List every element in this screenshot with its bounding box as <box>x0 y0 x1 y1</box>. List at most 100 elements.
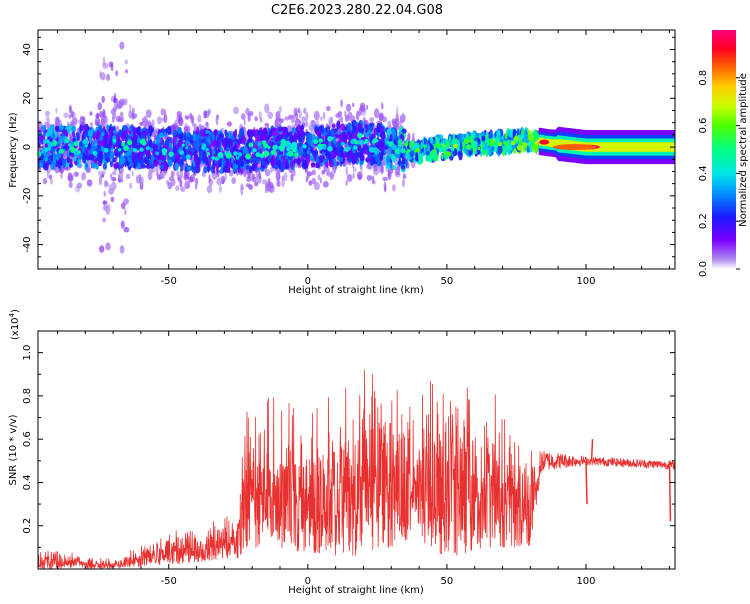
spectrogram-cell <box>282 159 286 168</box>
spectrogram-cell <box>88 154 94 161</box>
spectrogram-haze-cell <box>294 118 301 127</box>
spectrogram-peak <box>368 146 375 153</box>
spectrogram-cell <box>242 145 248 156</box>
spectrogram-haze-cell <box>89 121 94 128</box>
spectrogram-cell <box>38 161 41 171</box>
spectrogram-cell <box>174 162 179 171</box>
spectrogram-haze-cell <box>321 169 326 175</box>
spectrogram-cell <box>46 131 50 138</box>
spectrogram-haze-cell <box>115 70 118 77</box>
spectrogram-cell <box>207 166 210 173</box>
spectrogram-cell <box>489 129 493 139</box>
spectrogram-haze-cell <box>102 62 109 69</box>
spectrogram-cell <box>115 153 118 159</box>
spectrogram-cell <box>440 154 444 160</box>
spectrogram-peak <box>280 142 287 148</box>
spectrogram-cell <box>310 162 316 168</box>
spectrogram-cell <box>272 154 275 165</box>
spectrogram-haze-cell <box>194 184 198 190</box>
spectrogram-cell <box>108 139 113 149</box>
spectrogram-haze-cell <box>322 181 329 188</box>
spectrogram-cell <box>485 131 489 137</box>
spectrogram-panel: -50 0 50 100 -40 -20 0 20 40 Height of straight… <box>8 29 676 296</box>
spectrogram-haze-cell <box>180 169 183 179</box>
spectrogram-peak <box>181 143 185 147</box>
spectrogram-haze-cell <box>394 166 401 176</box>
spectrogram-haze-cell <box>50 178 53 185</box>
spectrogram-cell <box>161 154 165 162</box>
snr-scale-suffix: ) <box>10 309 21 313</box>
spectrogram-cell <box>66 155 71 164</box>
spectrogram-haze-cell <box>184 115 190 120</box>
spectrogram-haze-cell <box>151 167 158 173</box>
spectrogram-haze-cell <box>267 178 271 186</box>
spectrogram-cell <box>427 143 430 154</box>
spectrogram-cell <box>512 128 516 138</box>
spectrogram-cell <box>459 141 463 151</box>
spectrogram-haze-cell <box>304 116 308 122</box>
colorbar-gradient <box>712 30 736 269</box>
spectrogram-haze-cell <box>358 174 362 180</box>
spectrogram-cell <box>534 131 538 138</box>
spectrogram-cell <box>135 157 138 167</box>
spectrogram-cell <box>401 164 406 170</box>
spectrogram-cell <box>228 138 231 149</box>
spectrogram-haze-cell <box>54 118 61 127</box>
spectrogram-peak <box>358 139 364 145</box>
spectrogram-haze-cell <box>70 110 74 118</box>
spectrogram-cell <box>74 160 78 166</box>
spectrogram-cell <box>387 127 392 136</box>
spectrogram-cell <box>109 150 115 159</box>
spectrogram-peak <box>364 138 369 144</box>
spectrogram-haze-cell <box>112 170 117 176</box>
spectrogram-cell <box>346 130 352 141</box>
spectrogram-haze-cell <box>258 170 261 180</box>
spectrogram-cell <box>316 129 321 136</box>
spectrogram-haze-cell <box>102 217 107 223</box>
spectrogram-haze-cell <box>298 120 302 125</box>
spectrogram-peak <box>442 144 446 148</box>
spectrogram-cell <box>132 143 137 148</box>
spectrogram-haze-cell <box>315 119 320 126</box>
spectrogram-peak <box>259 153 265 159</box>
spectrogram-haze-cell <box>128 110 133 119</box>
spectrogram-haze-cell <box>346 174 353 182</box>
spectrogram-cell <box>400 148 406 154</box>
spectrogram-cell <box>323 127 327 137</box>
spectrogram-peak <box>354 140 359 145</box>
spectrogram-peak <box>214 156 219 161</box>
spectrogram-peak <box>58 148 64 154</box>
spectrogram-cell <box>69 158 73 165</box>
spectrogram-haze-cell <box>248 110 254 117</box>
spectrogram-cell <box>167 125 172 135</box>
spectrogram-cell <box>159 146 162 154</box>
spectrogram-cell <box>310 146 314 153</box>
spectrogram-cell <box>146 161 150 167</box>
spectrogram-haze-cell <box>124 208 127 216</box>
spectrogram-haze-cell <box>254 116 258 122</box>
spectrogram-haze-cell <box>131 170 134 177</box>
spectrogram-cell <box>80 124 85 131</box>
spectrogram-cell <box>358 127 365 134</box>
spectrogram-peak <box>235 155 240 160</box>
spectrogram-cell <box>290 161 294 169</box>
spectrogram-peak <box>52 140 58 146</box>
spectrogram-haze-cell <box>108 188 114 195</box>
spectrogram-cell <box>340 156 343 162</box>
spectrogram-haze-cell <box>206 185 213 194</box>
snr-y-tick-label: 0.2 <box>22 518 33 534</box>
spectrogram-haze-cell <box>373 108 380 119</box>
spectrogram-cell <box>58 124 64 131</box>
spectrogram-haze-cell <box>383 181 387 192</box>
spectrogram-haze-cell <box>284 116 290 121</box>
spectrogram-cell <box>211 164 214 174</box>
spectrogram-haze-cell <box>112 113 115 123</box>
spectrogram-cell <box>379 132 383 138</box>
snr-y-scale: (x104) <box>8 309 21 340</box>
spectrogram-cell <box>117 139 123 150</box>
colorbar-tick-label: 0.0 <box>698 261 709 277</box>
spectrogram-cell <box>457 140 460 150</box>
spectrogram-haze-cell <box>99 245 105 253</box>
spectrogram-cell <box>458 150 463 161</box>
spectrogram-cell <box>207 162 211 167</box>
